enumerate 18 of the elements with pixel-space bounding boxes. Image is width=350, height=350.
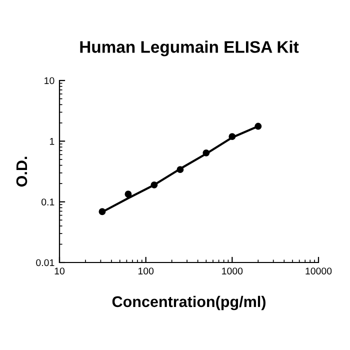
point [228, 133, 236, 140]
point [124, 190, 132, 198]
x-tick-label: 1000 [222, 268, 243, 274]
x-tick-label: 100 [138, 268, 154, 274]
x-tick-label: 10000 [306, 268, 332, 274]
point [176, 166, 184, 174]
point [98, 208, 106, 216]
x-tick-label: 10 [54, 268, 65, 274]
point [150, 181, 158, 188]
chart-title: Human Legumain ELISA Kit [80, 40, 299, 56]
y-tick-label: 0.01 [36, 259, 54, 266]
x-axis-title: Concentration(pg/ml) [112, 296, 266, 310]
y-tick-label: 1 [50, 138, 54, 145]
point [202, 149, 210, 156]
y-tick-label: 0.1 [42, 198, 54, 206]
y-tick-label: 10 [44, 77, 54, 84]
y-axis-title: O.D. [16, 156, 28, 187]
point [254, 122, 262, 130]
